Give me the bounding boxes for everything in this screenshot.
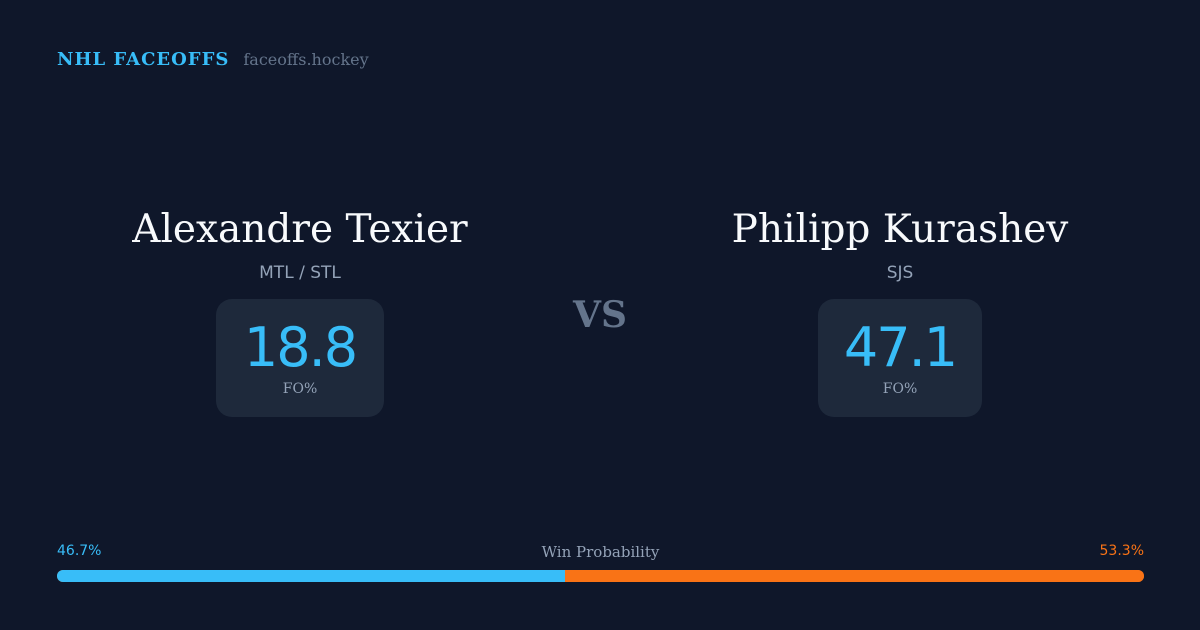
probability-bar-right [564, 570, 1144, 582]
brand-site: faceoffs.hockey [243, 50, 369, 69]
player-name: Alexandre Texier [132, 207, 468, 252]
player-left: Alexandre Texier MTL / STL 18.8 FO% [50, 205, 550, 417]
stat-value: 47.1 [843, 316, 958, 379]
stat-card: 47.1 FO% [818, 299, 982, 417]
vs-label: VS [573, 294, 627, 336]
player-team: SJS [886, 263, 914, 283]
brand-name: NHL FACEOFFS [57, 49, 230, 70]
player-name: Philipp Kurashev [731, 207, 1069, 252]
probability-bar-left [57, 570, 565, 582]
player-right: Philipp Kurashev SJS 47.1 FO% [650, 205, 1150, 417]
stat-label: FO% [882, 381, 918, 397]
probability-bar [57, 570, 1144, 582]
stat-value: 18.8 [243, 316, 358, 379]
player-team: MTL / STL [259, 263, 341, 283]
brand-header: NHL FACEOFFS faceoffs.hockey [57, 49, 369, 70]
stat-card: 18.8 FO% [216, 299, 384, 417]
win-probability: 46.7% Win Probability 53.3% [57, 543, 1144, 582]
right-probability: 53.3% [1099, 543, 1144, 559]
stat-label: FO% [282, 381, 318, 397]
win-probability-title: Win Probability [541, 543, 660, 561]
left-probability: 46.7% [57, 543, 102, 559]
